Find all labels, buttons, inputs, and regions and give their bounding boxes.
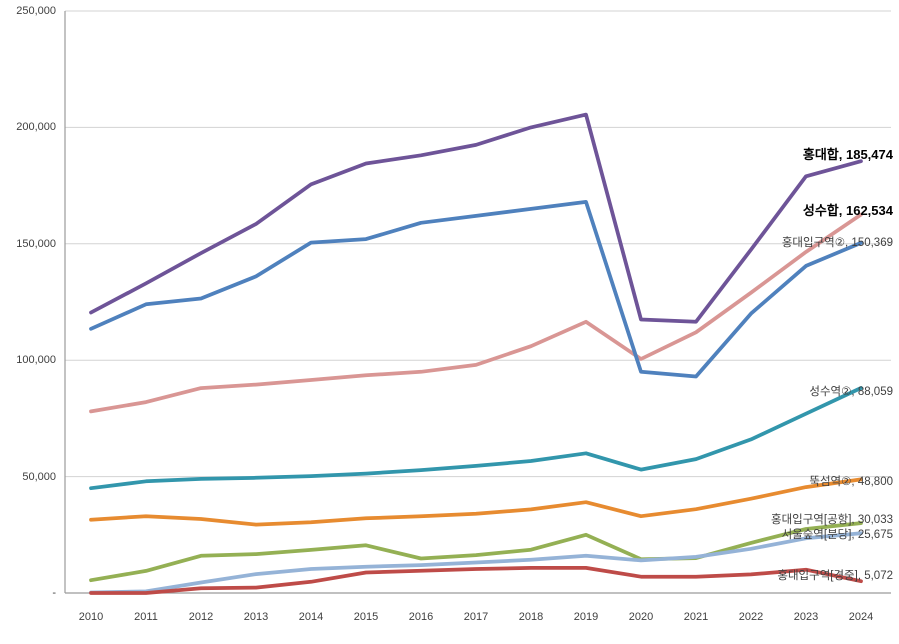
- x-tick-2024: 2024: [848, 611, 874, 623]
- y-tick-200000: 200,000: [16, 121, 56, 133]
- x-tick-2017: 2017: [463, 611, 489, 623]
- data-label-seoulsup-bundang: 서울숲역[분당], 25,675: [781, 529, 893, 541]
- data-label-hongik-airport: 홍대입구역[공항], 30,033: [770, 514, 893, 526]
- line-series-3: [89, 386, 863, 491]
- x-tick-2013: 2013: [243, 611, 269, 623]
- data-label-ttukseom-line2: 뚝섬역②, 48,800: [809, 476, 893, 488]
- x-tick-2022: 2022: [738, 611, 764, 623]
- y-tick-150000: 150,000: [16, 238, 56, 250]
- data-label-hongik-gyeongui: 홍대입구역[경중], 5,072: [777, 570, 893, 582]
- line-series-1: [89, 212, 863, 414]
- y-tick-50000: 50,000: [22, 471, 56, 483]
- y-tick-100000: 100,000: [16, 354, 56, 366]
- x-tick-2016: 2016: [408, 611, 434, 623]
- x-tick-2010: 2010: [78, 611, 104, 623]
- line-series-2: [89, 200, 863, 379]
- x-tick-2014: 2014: [298, 611, 324, 623]
- data-label-hongdae-total: 홍대합, 185,474: [802, 147, 893, 162]
- line-series-4: [89, 477, 863, 527]
- line-series-0: [89, 112, 863, 324]
- x-tick-2023: 2023: [793, 611, 819, 623]
- y-tick-0: -: [52, 587, 56, 599]
- line-series-7: [89, 566, 863, 595]
- line-series-5: [89, 521, 863, 583]
- x-tick-2015: 2015: [353, 611, 379, 623]
- data-label-seongsu-total: 성수합, 162,534: [802, 203, 893, 218]
- x-tick-2012: 2012: [188, 611, 214, 623]
- x-tick-2019: 2019: [573, 611, 599, 623]
- line-series-6: [89, 531, 863, 595]
- y-tick-250000: 250,000: [16, 5, 56, 17]
- x-tick-2020: 2020: [628, 611, 654, 623]
- x-tick-2021: 2021: [683, 611, 709, 623]
- data-label-hongik-line2: 홍대입구역②, 150,369: [781, 237, 893, 249]
- data-label-seongsu-line2: 성수역②, 88,059: [809, 386, 893, 398]
- x-tick-2011: 2011: [134, 611, 158, 623]
- x-tick-2018: 2018: [518, 611, 544, 623]
